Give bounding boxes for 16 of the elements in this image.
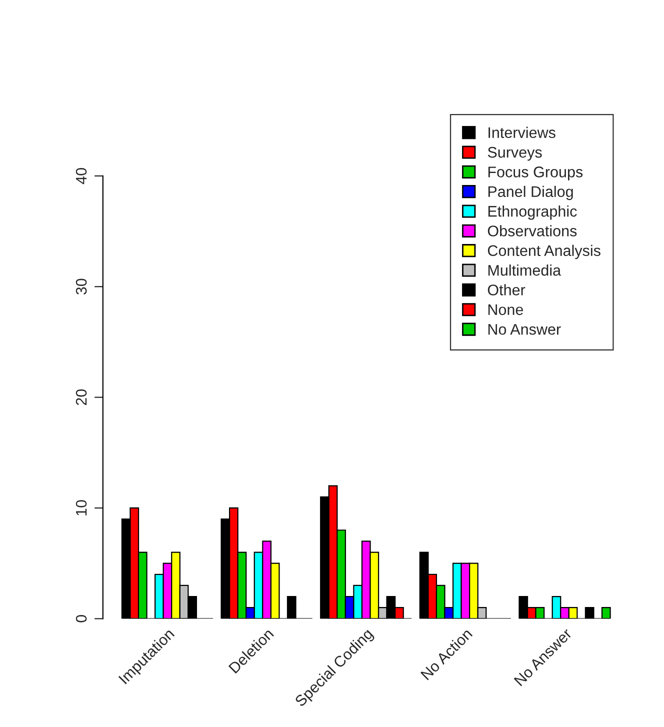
y-tick-label: 0 (76, 615, 87, 622)
legend-label: Panel Dialog (488, 186, 573, 200)
y-tick-label: 20 (76, 389, 87, 406)
legend-label: Content Analysis (488, 244, 600, 260)
y-tick-label: 10 (76, 500, 87, 516)
legend-label: Interviews (488, 126, 556, 138)
y-tick-label: 30 (76, 278, 87, 295)
legend-label: Focus Groups (488, 166, 583, 180)
legend-label: Multimedia (488, 264, 562, 276)
y-tick-label: 40 (76, 168, 87, 184)
legend-label: Surveys (488, 146, 542, 161)
legend-label: Ethnographic (488, 205, 577, 220)
legend-label: Observations (488, 225, 577, 236)
legend-label: None (488, 304, 524, 316)
legend-label: No Answer (488, 324, 561, 335)
legend-label: Other (488, 284, 526, 296)
